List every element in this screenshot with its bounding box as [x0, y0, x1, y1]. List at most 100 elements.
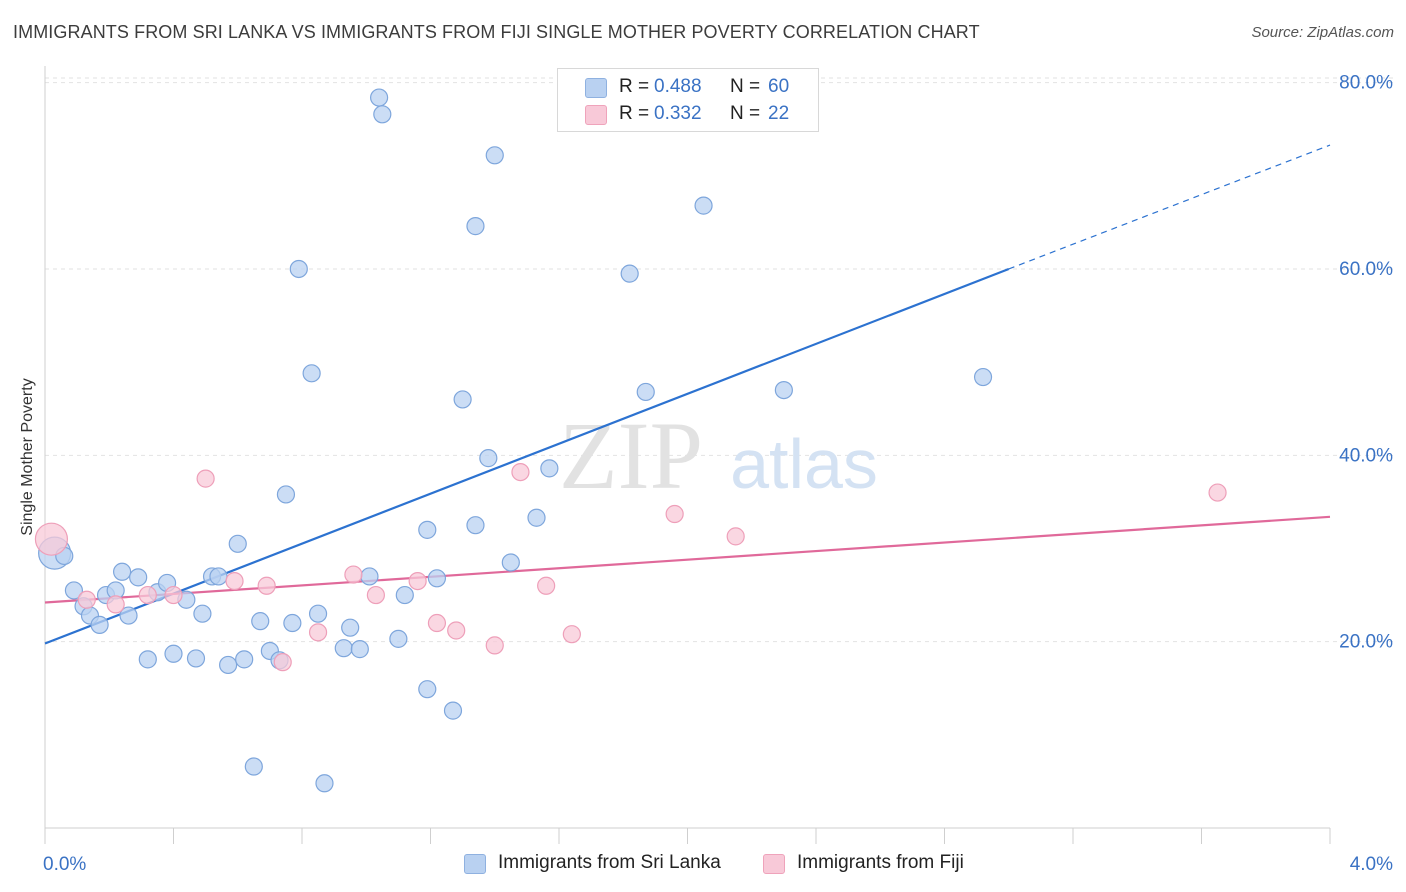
point-sri-lanka — [427, 569, 447, 588]
watermark-atlas: atlas — [730, 425, 878, 503]
point-sri-lanka — [209, 567, 228, 586]
point-sri-lanka — [244, 757, 263, 776]
point-fiji — [138, 585, 157, 605]
point-sri-lanka — [636, 382, 655, 402]
legend-swatch-pink — [763, 854, 785, 874]
legend-label: Immigrants from Fiji — [797, 852, 964, 873]
legend-label: Immigrants from Sri Lanka — [498, 852, 721, 873]
point-sri-lanka — [308, 604, 328, 623]
watermark-zip: ZIP — [559, 402, 703, 509]
point-fiji — [408, 571, 427, 591]
point-fiji — [225, 571, 244, 591]
point-sri-lanka — [289, 259, 308, 279]
point-sri-lanka — [193, 604, 212, 623]
point-fiji — [427, 613, 447, 633]
point-fiji — [77, 590, 96, 609]
point-sri-lanka — [466, 217, 485, 236]
point-sri-lanka — [973, 367, 993, 387]
point-fiji — [273, 653, 292, 672]
legend-swatch-blue — [464, 854, 486, 874]
legend-n-value: 60 — [768, 76, 790, 97]
point-fiji — [1208, 483, 1227, 502]
point-sri-lanka — [370, 88, 389, 107]
axes — [44, 66, 1331, 844]
point-fiji — [366, 585, 385, 605]
point-sri-lanka — [479, 449, 498, 468]
point-sri-lanka — [395, 585, 414, 605]
source-label: Source: ZipAtlas.com — [1251, 24, 1394, 41]
point-sri-lanka — [283, 613, 302, 633]
point-sri-lanka — [360, 567, 379, 586]
y-tick-label: 40.0% — [1339, 445, 1393, 466]
trend-line-fiji — [44, 515, 1331, 604]
data-points — [34, 88, 1227, 793]
correlation-legend: R = 0.488 N = 60 R = 0.332 N = 22 — [557, 68, 819, 132]
point-sri-lanka — [527, 508, 546, 527]
point-sri-lanka — [235, 650, 254, 669]
point-fiji — [344, 565, 363, 584]
point-fiji — [485, 636, 504, 655]
watermark: ZIP atlas — [559, 402, 878, 509]
point-sri-lanka — [466, 516, 485, 535]
point-fiji — [164, 585, 183, 605]
legend-r-label: R = — [619, 103, 650, 124]
point-fiji — [308, 623, 328, 642]
x-tick-label: 0.0% — [43, 854, 86, 875]
point-sri-lanka — [341, 618, 360, 637]
point-sri-lanka — [774, 380, 793, 400]
point-sri-lanka — [112, 562, 132, 581]
point-sri-lanka — [540, 459, 559, 478]
legend-swatch-blue — [585, 78, 607, 98]
point-sri-lanka — [119, 606, 138, 625]
legend-n-value: 22 — [768, 103, 790, 124]
point-sri-lanka — [373, 105, 392, 124]
point-sri-lanka — [219, 655, 238, 675]
point-fiji — [665, 504, 684, 524]
point-sri-lanka — [276, 485, 296, 504]
point-fiji — [537, 576, 556, 595]
point-sri-lanka — [620, 264, 639, 283]
point-fiji — [196, 469, 215, 488]
point-sri-lanka — [443, 701, 463, 720]
point-sri-lanka — [90, 615, 109, 634]
x-tick-label: 4.0% — [1350, 854, 1393, 875]
point-sri-lanka — [302, 364, 321, 383]
point-sri-lanka — [501, 553, 520, 572]
point-sri-lanka — [350, 640, 369, 659]
point-sri-lanka — [418, 520, 437, 539]
legend-r-value: 0.332 — [654, 103, 702, 124]
point-sri-lanka — [453, 390, 472, 409]
y-tick-label: 80.0% — [1339, 73, 1393, 94]
point-fiji — [511, 462, 530, 482]
point-sri-lanka — [315, 774, 334, 793]
point-fiji — [34, 522, 69, 556]
point-sri-lanka — [334, 639, 353, 658]
point-sri-lanka — [251, 612, 270, 631]
point-sri-lanka — [129, 568, 148, 587]
point-sri-lanka — [389, 629, 408, 648]
trend-lines — [44, 144, 1331, 645]
point-sri-lanka — [418, 680, 437, 699]
legend-swatch-pink — [585, 105, 607, 125]
point-fiji — [257, 576, 276, 595]
legend-r-label: R = — [619, 76, 650, 97]
point-sri-lanka — [64, 581, 84, 600]
point-sri-lanka — [694, 196, 713, 215]
point-fiji — [106, 595, 125, 614]
y-tick-label: 20.0% — [1339, 632, 1393, 653]
legend-r-value: 0.488 — [654, 76, 702, 97]
legend-n-label: N = — [730, 76, 761, 97]
point-fiji — [447, 621, 466, 640]
chart-title: IMMIGRANTS FROM SRI LANKA VS IMMIGRANTS … — [13, 22, 980, 42]
legend-n-label: N = — [730, 103, 761, 124]
point-fiji — [562, 625, 581, 644]
point-sri-lanka — [228, 534, 247, 553]
point-sri-lanka — [164, 644, 183, 663]
y-tick-label: 60.0% — [1339, 259, 1393, 280]
point-sri-lanka — [138, 650, 157, 669]
tick-labels: 20.0% 40.0% 60.0% 80.0% 0.0% 4.0% — [43, 73, 1393, 875]
point-fiji — [726, 527, 745, 546]
point-sri-lanka — [186, 649, 206, 668]
point-sri-lanka — [485, 146, 504, 165]
